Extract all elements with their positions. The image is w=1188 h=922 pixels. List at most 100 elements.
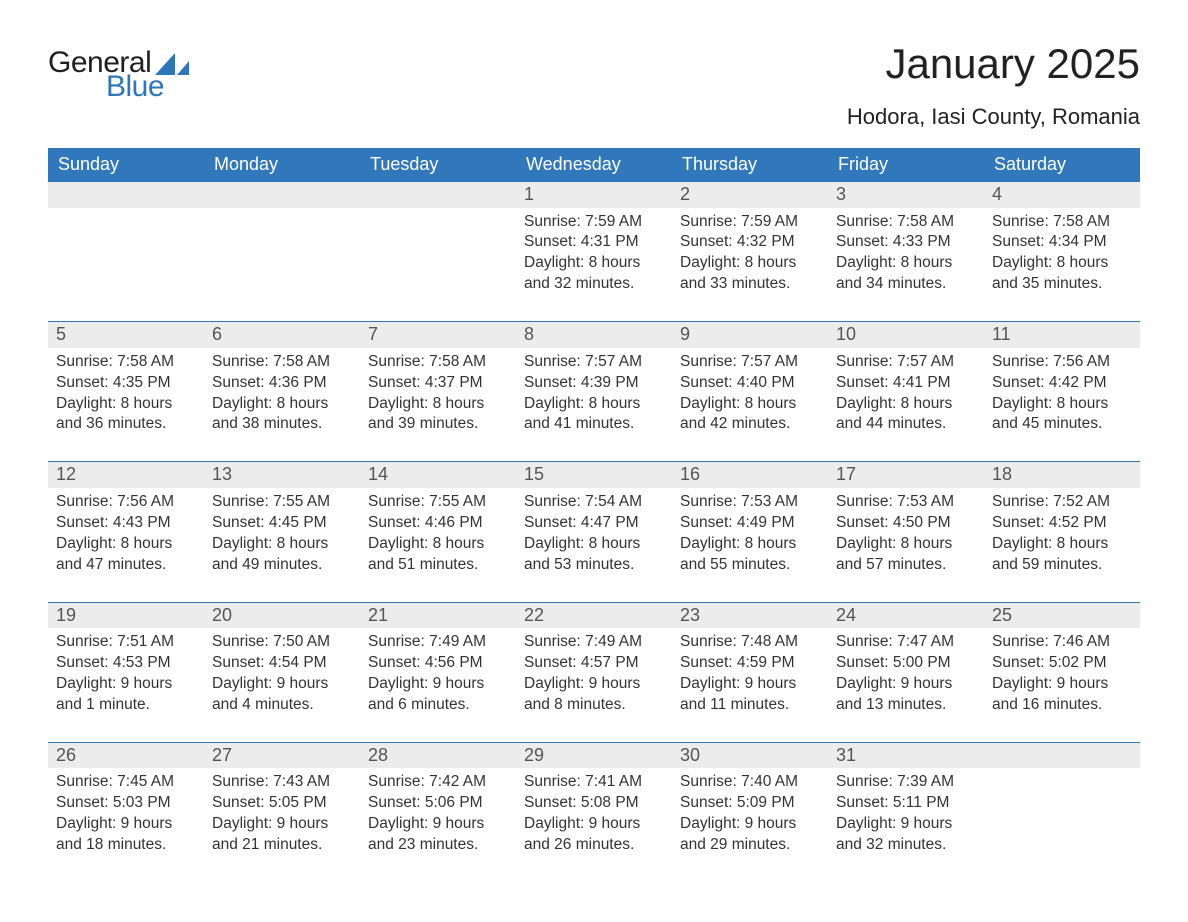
- day-body-cell: Sunrise: 7:53 AMSunset: 4:49 PMDaylight:…: [672, 488, 828, 602]
- daylight-line-2: and 34 minutes.: [836, 274, 976, 295]
- day-number-cell: [984, 742, 1140, 768]
- sunrise-line: Sunrise: 7:58 AM: [836, 212, 976, 233]
- daylight-line-1: Daylight: 8 hours: [212, 534, 352, 555]
- daylight-line-1: Daylight: 9 hours: [212, 814, 352, 835]
- day-body-cell: Sunrise: 7:58 AMSunset: 4:36 PMDaylight:…: [204, 348, 360, 462]
- daylight-line-2: and 6 minutes.: [368, 695, 508, 716]
- daylight-line-1: Daylight: 8 hours: [368, 534, 508, 555]
- sunset-line: Sunset: 4:37 PM: [368, 373, 508, 394]
- sunrise-line: Sunrise: 7:59 AM: [524, 212, 664, 233]
- day-body-cell: Sunrise: 7:40 AMSunset: 5:09 PMDaylight:…: [672, 768, 828, 882]
- day-number-cell: 10: [828, 322, 984, 348]
- sunset-line: Sunset: 4:49 PM: [680, 513, 820, 534]
- daylight-line-1: Daylight: 8 hours: [524, 394, 664, 415]
- day-body-cell: Sunrise: 7:54 AMSunset: 4:47 PMDaylight:…: [516, 488, 672, 602]
- sunrise-line: Sunrise: 7:42 AM: [368, 772, 508, 793]
- day-number-cell: 9: [672, 322, 828, 348]
- sunset-line: Sunset: 4:39 PM: [524, 373, 664, 394]
- sunset-line: Sunset: 4:46 PM: [368, 513, 508, 534]
- day-number-cell: 28: [360, 742, 516, 768]
- sunset-line: Sunset: 4:41 PM: [836, 373, 976, 394]
- daylight-line-1: Daylight: 8 hours: [836, 394, 976, 415]
- week-body-row: Sunrise: 7:56 AMSunset: 4:43 PMDaylight:…: [48, 488, 1140, 602]
- sunset-line: Sunset: 5:05 PM: [212, 793, 352, 814]
- daylight-line-1: Daylight: 8 hours: [212, 394, 352, 415]
- day-number-cell: 3: [828, 182, 984, 208]
- day-number-cell: 22: [516, 602, 672, 628]
- sunrise-line: Sunrise: 7:56 AM: [56, 492, 196, 513]
- day-number-cell: 11: [984, 322, 1140, 348]
- day-number-cell: 1: [516, 182, 672, 208]
- sunset-line: Sunset: 4:36 PM: [212, 373, 352, 394]
- sunrise-line: Sunrise: 7:39 AM: [836, 772, 976, 793]
- sunrise-line: Sunrise: 7:52 AM: [992, 492, 1132, 513]
- sunrise-line: Sunrise: 7:49 AM: [368, 632, 508, 653]
- column-header: Friday: [828, 148, 984, 182]
- sunrise-line: Sunrise: 7:49 AM: [524, 632, 664, 653]
- day-number-cell: 12: [48, 462, 204, 488]
- day-number-cell: 5: [48, 322, 204, 348]
- day-number-cell: 15: [516, 462, 672, 488]
- daylight-line-2: and 16 minutes.: [992, 695, 1132, 716]
- column-header: Sunday: [48, 148, 204, 182]
- week-number-row: 567891011: [48, 322, 1140, 348]
- daylight-line-1: Daylight: 8 hours: [992, 253, 1132, 274]
- day-number-cell: 25: [984, 602, 1140, 628]
- day-body-cell: Sunrise: 7:57 AMSunset: 4:39 PMDaylight:…: [516, 348, 672, 462]
- day-body-cell: [984, 768, 1140, 882]
- day-body-cell: Sunrise: 7:55 AMSunset: 4:45 PMDaylight:…: [204, 488, 360, 602]
- day-body-cell: Sunrise: 7:57 AMSunset: 4:41 PMDaylight:…: [828, 348, 984, 462]
- daylight-line-2: and 32 minutes.: [524, 274, 664, 295]
- day-body-cell: Sunrise: 7:52 AMSunset: 4:52 PMDaylight:…: [984, 488, 1140, 602]
- day-number-cell: 4: [984, 182, 1140, 208]
- day-body-cell: [48, 208, 204, 322]
- day-body-cell: Sunrise: 7:49 AMSunset: 4:56 PMDaylight:…: [360, 628, 516, 742]
- sunrise-line: Sunrise: 7:59 AM: [680, 212, 820, 233]
- daylight-line-1: Daylight: 8 hours: [992, 394, 1132, 415]
- daylight-line-1: Daylight: 9 hours: [56, 674, 196, 695]
- day-body-cell: Sunrise: 7:42 AMSunset: 5:06 PMDaylight:…: [360, 768, 516, 882]
- sunrise-line: Sunrise: 7:50 AM: [212, 632, 352, 653]
- daylight-line-1: Daylight: 8 hours: [836, 534, 976, 555]
- sunset-line: Sunset: 5:11 PM: [836, 793, 976, 814]
- sunset-line: Sunset: 5:00 PM: [836, 653, 976, 674]
- day-body-cell: Sunrise: 7:46 AMSunset: 5:02 PMDaylight:…: [984, 628, 1140, 742]
- daylight-line-2: and 8 minutes.: [524, 695, 664, 716]
- week-body-row: Sunrise: 7:58 AMSunset: 4:35 PMDaylight:…: [48, 348, 1140, 462]
- daylight-line-1: Daylight: 8 hours: [680, 394, 820, 415]
- sunset-line: Sunset: 4:31 PM: [524, 232, 664, 253]
- sunrise-line: Sunrise: 7:57 AM: [524, 352, 664, 373]
- day-body-cell: Sunrise: 7:56 AMSunset: 4:42 PMDaylight:…: [984, 348, 1140, 462]
- day-body-cell: Sunrise: 7:55 AMSunset: 4:46 PMDaylight:…: [360, 488, 516, 602]
- day-number-cell: 30: [672, 742, 828, 768]
- day-body-cell: Sunrise: 7:53 AMSunset: 4:50 PMDaylight:…: [828, 488, 984, 602]
- daylight-line-2: and 29 minutes.: [680, 835, 820, 856]
- day-number-cell: 27: [204, 742, 360, 768]
- day-body-cell: [360, 208, 516, 322]
- sunset-line: Sunset: 4:57 PM: [524, 653, 664, 674]
- daylight-line-2: and 13 minutes.: [836, 695, 976, 716]
- daylight-line-1: Daylight: 8 hours: [524, 534, 664, 555]
- daylight-line-1: Daylight: 9 hours: [680, 814, 820, 835]
- day-body-cell: Sunrise: 7:59 AMSunset: 4:31 PMDaylight:…: [516, 208, 672, 322]
- sunrise-line: Sunrise: 7:55 AM: [212, 492, 352, 513]
- daylight-line-1: Daylight: 8 hours: [992, 534, 1132, 555]
- daylight-line-2: and 53 minutes.: [524, 555, 664, 576]
- daylight-line-1: Daylight: 9 hours: [680, 674, 820, 695]
- daylight-line-1: Daylight: 8 hours: [368, 394, 508, 415]
- sunset-line: Sunset: 4:53 PM: [56, 653, 196, 674]
- sunrise-line: Sunrise: 7:41 AM: [524, 772, 664, 793]
- daylight-line-2: and 41 minutes.: [524, 414, 664, 435]
- day-body-cell: Sunrise: 7:47 AMSunset: 5:00 PMDaylight:…: [828, 628, 984, 742]
- day-number-cell: 23: [672, 602, 828, 628]
- sunrise-line: Sunrise: 7:58 AM: [368, 352, 508, 373]
- day-number-cell: 8: [516, 322, 672, 348]
- daylight-line-2: and 42 minutes.: [680, 414, 820, 435]
- week-number-row: 19202122232425: [48, 602, 1140, 628]
- daylight-line-1: Daylight: 8 hours: [524, 253, 664, 274]
- sunset-line: Sunset: 4:33 PM: [836, 232, 976, 253]
- daylight-line-1: Daylight: 9 hours: [212, 674, 352, 695]
- sunset-line: Sunset: 4:56 PM: [368, 653, 508, 674]
- day-body-cell: Sunrise: 7:50 AMSunset: 4:54 PMDaylight:…: [204, 628, 360, 742]
- daylight-line-2: and 49 minutes.: [212, 555, 352, 576]
